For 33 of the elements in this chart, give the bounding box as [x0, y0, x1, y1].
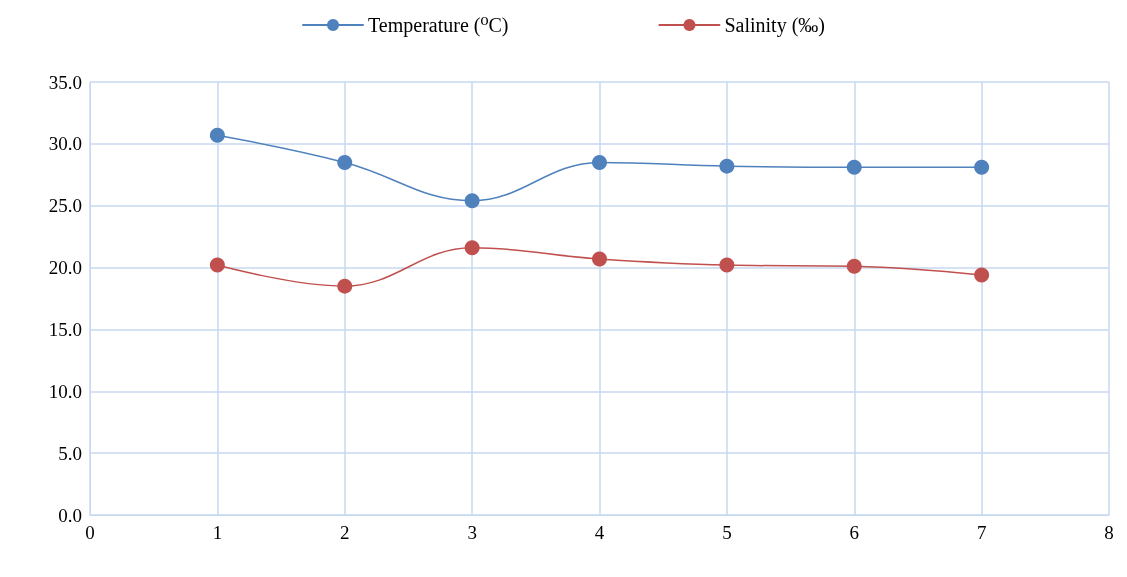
point [592, 251, 607, 267]
point [974, 159, 990, 175]
legend-label: Temperature (⁰C) [368, 14, 509, 37]
point [209, 127, 225, 143]
point [337, 278, 353, 294]
y-tick-label: 30.0 [48, 133, 82, 155]
point [464, 240, 480, 256]
point [846, 258, 862, 274]
x-tick-label: 8 [1104, 522, 1114, 543]
point [974, 267, 990, 283]
x-tick-label: 2 [340, 522, 350, 543]
point [592, 154, 607, 170]
point [209, 257, 225, 273]
point [846, 159, 862, 175]
legend-label: Salinity (‰) [724, 14, 825, 37]
x-tick-label: 3 [467, 522, 477, 543]
x-tick-label: 0 [85, 522, 95, 543]
point [719, 158, 735, 174]
y-tick-label: 0.0 [58, 504, 82, 526]
x-tick-label: 5 [722, 522, 732, 543]
y-tick-label: 20.0 [48, 257, 82, 279]
point [719, 257, 735, 273]
x-tick-label: 4 [594, 522, 605, 543]
y-tick-label: 15.0 [48, 318, 82, 340]
x-tick-label: 7 [976, 522, 987, 543]
y-tick-label: 25.0 [48, 195, 82, 217]
point [337, 154, 353, 170]
x-tick-label: 1 [212, 522, 223, 543]
y-tick-label: 10.0 [48, 380, 82, 402]
x-tick-label: 6 [849, 522, 859, 543]
point [464, 193, 480, 209]
y-tick-label: 35.0 [48, 71, 82, 93]
y-tick-label: 5.0 [58, 442, 82, 464]
